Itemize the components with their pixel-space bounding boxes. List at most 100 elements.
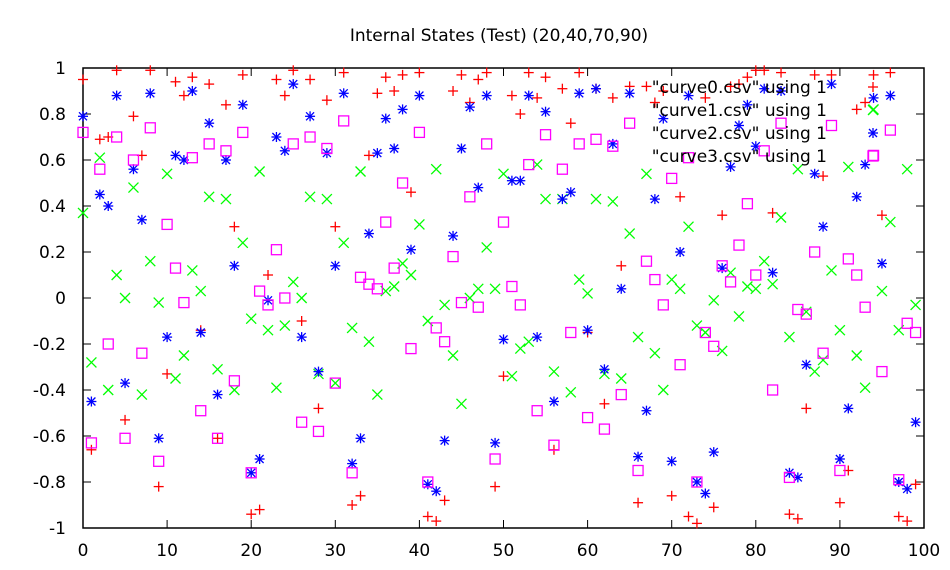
data-point xyxy=(573,274,585,286)
series-2 xyxy=(78,79,921,499)
data-point xyxy=(111,65,122,76)
data-point xyxy=(893,477,904,487)
data-point xyxy=(85,356,97,368)
data-point xyxy=(388,281,400,292)
data-point xyxy=(430,322,442,334)
data-point xyxy=(161,218,173,231)
data-point xyxy=(825,119,838,132)
data-point xyxy=(910,479,921,490)
data-point xyxy=(212,433,223,444)
data-point xyxy=(397,104,408,115)
data-point xyxy=(195,285,207,297)
x-tick-label: 90 xyxy=(829,541,851,561)
data-point xyxy=(287,138,299,150)
data-point xyxy=(843,403,854,414)
data-point xyxy=(548,439,560,451)
data-point xyxy=(876,258,887,269)
data-point xyxy=(473,182,484,193)
data-point xyxy=(354,271,367,283)
data-point xyxy=(128,164,139,175)
data-point xyxy=(876,285,888,297)
data-point xyxy=(119,292,131,304)
data-point xyxy=(817,354,829,366)
data-point xyxy=(102,384,114,396)
data-point xyxy=(94,189,105,200)
y-tick-label: 0.6 xyxy=(39,151,66,171)
data-point xyxy=(624,88,635,99)
data-point xyxy=(582,325,593,336)
data-point xyxy=(355,433,366,444)
data-point xyxy=(330,221,341,232)
data-point xyxy=(573,138,585,150)
data-point xyxy=(229,221,240,232)
data-point xyxy=(792,513,803,524)
data-point xyxy=(371,283,384,295)
data-point xyxy=(834,464,846,477)
data-point xyxy=(186,152,198,164)
data-point xyxy=(136,214,147,225)
data-point xyxy=(136,347,148,359)
data-point xyxy=(271,132,282,142)
data-point xyxy=(178,350,190,361)
data-point xyxy=(699,327,711,338)
data-point xyxy=(565,386,577,398)
data-point xyxy=(565,118,576,129)
data-point xyxy=(901,163,913,175)
data-point xyxy=(633,497,644,508)
data-point xyxy=(363,150,374,161)
data-point xyxy=(245,313,257,325)
data-point xyxy=(237,69,248,80)
data-point xyxy=(884,216,896,228)
data-point xyxy=(818,171,829,182)
data-point xyxy=(691,477,702,487)
data-point xyxy=(313,403,324,414)
data-point xyxy=(305,111,316,122)
data-point xyxy=(649,194,660,205)
data-point xyxy=(380,216,392,228)
data-point xyxy=(590,133,602,145)
y-tick-label: 0.4 xyxy=(39,197,66,217)
data-point xyxy=(422,511,433,522)
data-point xyxy=(270,244,283,256)
data-point xyxy=(859,301,871,313)
data-point xyxy=(548,366,560,378)
legend-label: "curve0.csv" using 1 xyxy=(652,78,827,98)
data-point xyxy=(380,72,391,83)
x-tick-label: 80 xyxy=(745,541,767,561)
data-point xyxy=(372,148,383,159)
data-point xyxy=(220,155,231,165)
data-point xyxy=(539,129,552,141)
data-point xyxy=(212,363,224,375)
data-point xyxy=(203,138,215,150)
data-point xyxy=(120,414,131,425)
data-point xyxy=(775,212,787,223)
data-point xyxy=(363,228,374,239)
data-point xyxy=(338,237,350,249)
data-point xyxy=(540,106,551,117)
data-point xyxy=(557,83,568,94)
data-point xyxy=(523,336,535,348)
data-point xyxy=(447,250,459,263)
data-point xyxy=(279,90,290,101)
data-point xyxy=(515,175,526,186)
data-point xyxy=(674,359,686,371)
data-point xyxy=(657,384,669,396)
x-tick-label: 10 xyxy=(156,541,178,561)
data-point xyxy=(438,336,451,348)
data-point xyxy=(724,276,737,288)
data-point xyxy=(448,86,459,96)
data-point xyxy=(110,131,123,143)
data-point xyxy=(161,168,173,180)
data-point xyxy=(304,131,316,143)
data-point xyxy=(826,79,837,90)
data-point xyxy=(607,92,618,103)
data-point xyxy=(464,191,476,203)
data-point xyxy=(456,69,467,80)
data-point xyxy=(750,283,762,295)
data-point xyxy=(691,518,702,529)
data-point xyxy=(153,433,164,444)
data-point xyxy=(818,221,829,232)
data-point xyxy=(497,216,510,228)
data-point xyxy=(338,115,350,127)
data-point xyxy=(540,72,551,83)
